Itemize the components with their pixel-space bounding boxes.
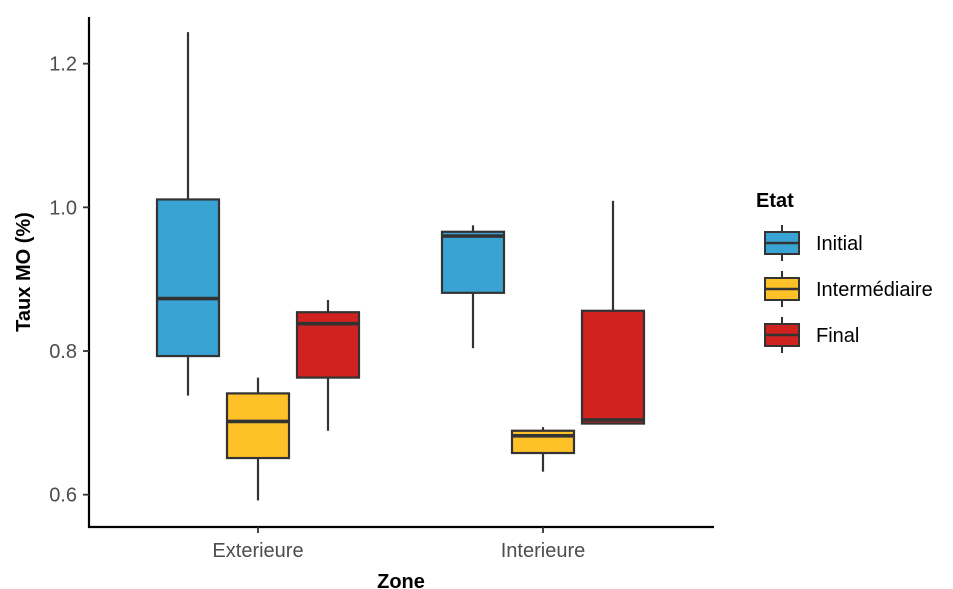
- box-body: [155, 198, 221, 358]
- y-axis-ticks: 0.6 0.8 1.0 1.2: [49, 54, 89, 507]
- legend-item-initial: Initial: [764, 225, 863, 261]
- x-tick-label: Interieure: [501, 540, 586, 562]
- box-intermédiaire-exterieure: [225, 377, 291, 501]
- y-axis-title: Taux MO (%): [13, 212, 35, 332]
- box-final-exterieure: [295, 300, 361, 431]
- legend-title: Etat: [756, 190, 794, 212]
- box-body: [580, 309, 646, 425]
- plot-area: [155, 32, 646, 501]
- legend-label: Intermédiaire: [816, 279, 933, 301]
- box-final-interieure: [580, 200, 646, 425]
- box-initial-interieure: [440, 225, 506, 349]
- box-initial-exterieure: [155, 32, 221, 396]
- legend-item-intermédiaire: Intermédiaire: [764, 271, 933, 307]
- y-tick-label: 0.6: [49, 485, 77, 507]
- legend-item-final: Final: [764, 317, 859, 353]
- y-tick-label: 1.0: [49, 197, 77, 219]
- x-axis-title: Zone: [377, 571, 425, 589]
- legend-label: Initial: [816, 233, 863, 255]
- box-body: [440, 230, 506, 294]
- legend: Etat Initial Intermédiaire Final: [756, 190, 933, 353]
- legend-label: Final: [816, 325, 859, 347]
- x-tick-label: Exterieure: [212, 540, 303, 562]
- box-intermédiaire-interieure: [510, 427, 576, 472]
- y-tick-label: 0.8: [49, 341, 77, 363]
- box-body: [225, 392, 291, 460]
- y-tick-label: 1.2: [49, 54, 77, 76]
- x-axis-ticks: Exterieure Interieure: [212, 527, 585, 562]
